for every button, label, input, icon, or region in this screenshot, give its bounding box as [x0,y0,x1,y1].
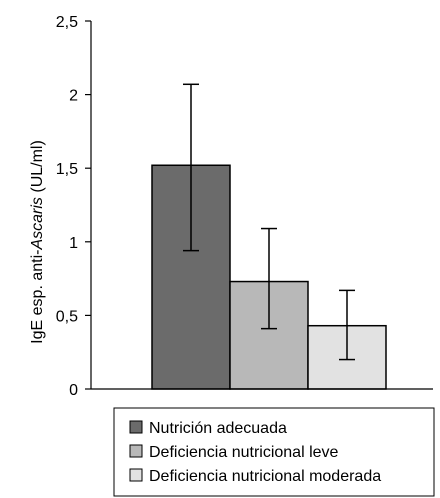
legend-label-2: Deficiencia nutricional leve [149,444,339,461]
legend-label-3: Deficiencia nutricional moderada [149,468,381,485]
y-tick-label-2: 1 [69,235,78,252]
y-axis-label-part-1: IgE esp. anti- [29,250,46,344]
y-tick-label-1: 0,5 [56,308,78,325]
legend-label-1: Nutrición adecuada [149,420,287,437]
legend-box [113,407,435,497]
plot-area: 0 0,5 1 1,5 2 2,5 [56,14,433,399]
y-tick-label-0: 0 [69,382,78,399]
legend: Nutrición adecuada Deficiencia nutriciona… [113,407,435,497]
y-axis-label-part-3: (UL/ml) [29,140,46,197]
y-tick-label-3: 1,5 [56,161,78,178]
y-axis-label: IgE esp. anti-Ascaris (UL/ml) [29,140,46,344]
legend-swatch-2 [129,444,143,458]
y-axis-label-part-2: Ascaris [29,197,46,250]
legend-swatch-1 [129,420,143,434]
legend-swatch-3 [129,468,143,482]
y-tick-label-4: 2 [69,88,78,105]
y-tick-label-5: 2,5 [56,14,78,31]
